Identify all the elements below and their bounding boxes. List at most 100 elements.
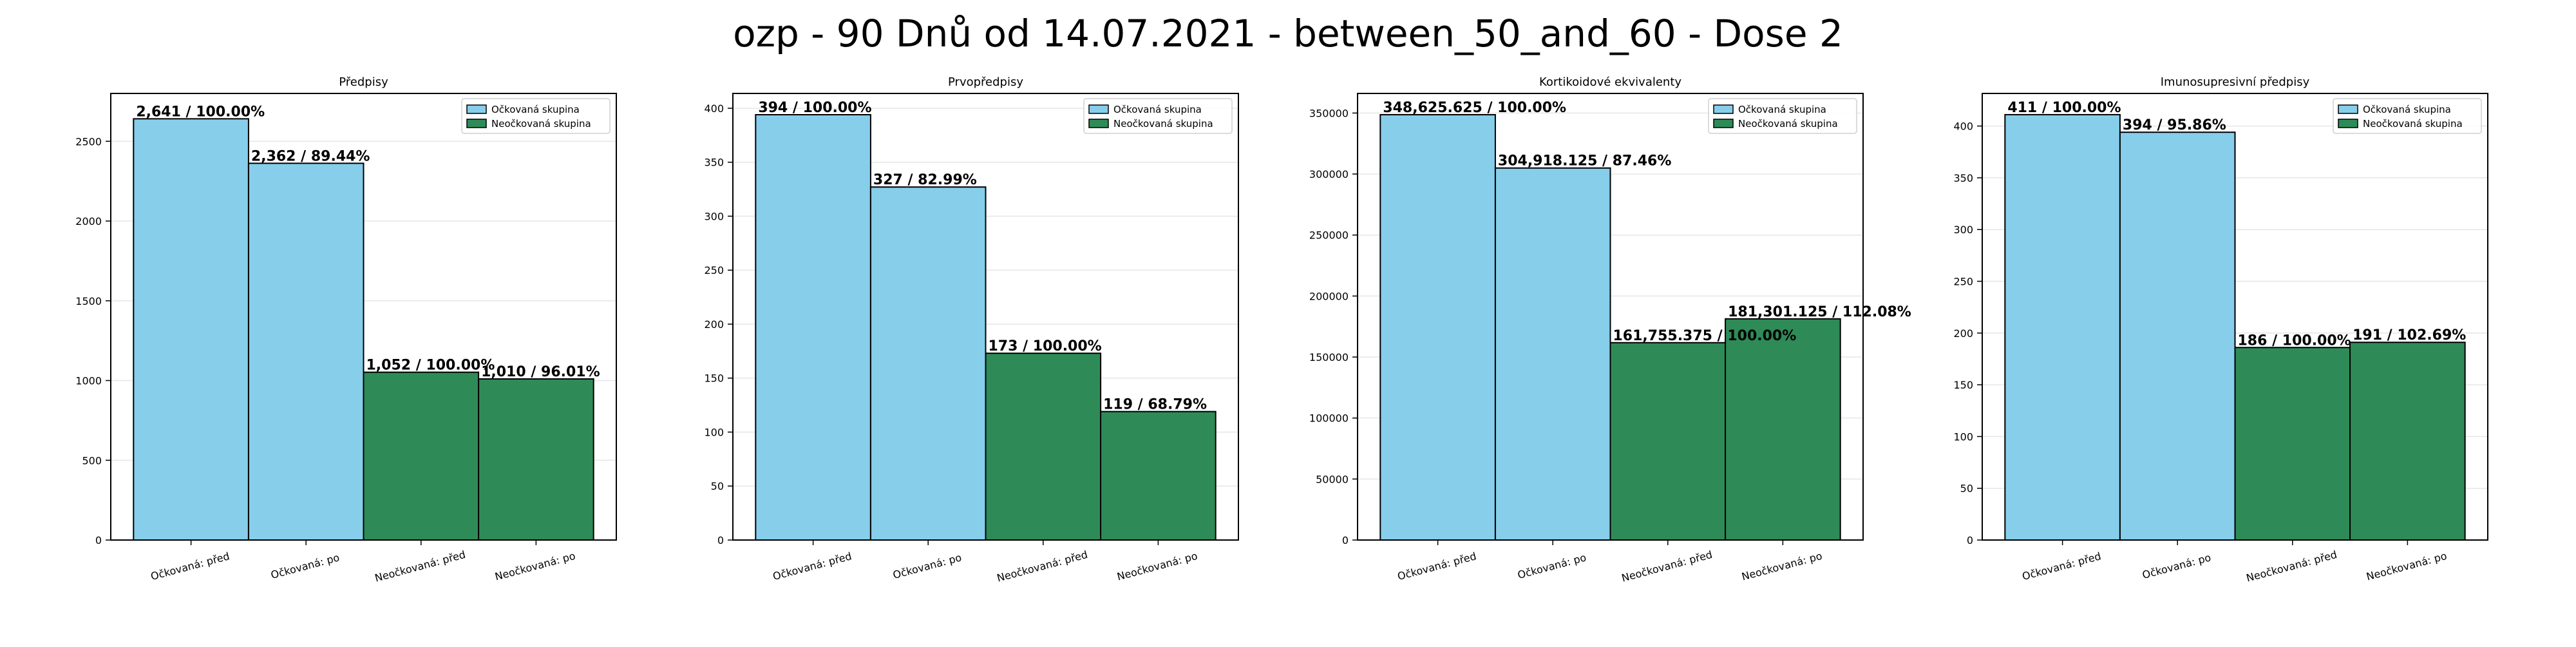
bar-value-label: 191 / 102.69% xyxy=(2353,327,2466,343)
chart-panel-2: 394 / 100.00% 327 / 82.99% 173 / 100.00% 11… xyxy=(704,75,1239,584)
bar-2 xyxy=(247,162,365,541)
y-tick-label: 250 xyxy=(704,264,724,276)
legend-swatch-vaccinated xyxy=(1713,104,1734,114)
y-tick-label: 300 xyxy=(1953,224,1973,236)
bar-value-label: 119 / 68.79% xyxy=(1103,397,1207,413)
bar-3 xyxy=(985,352,1102,541)
y-tick-label: 200 xyxy=(1953,327,1973,340)
bar-3 xyxy=(1609,342,1727,541)
y-tick-label: 100 xyxy=(1953,430,1973,443)
bar-value-label: 327 / 82.99% xyxy=(873,172,977,188)
y-tick-label: 0 xyxy=(1342,534,1349,546)
x-tick-label: Očkovaná: před xyxy=(772,550,853,583)
legend-box xyxy=(1083,98,1233,134)
chart-title: Prvopředpisy xyxy=(948,75,1023,89)
bar-1 xyxy=(133,118,249,541)
x-tick-label: Neočkovaná: před xyxy=(374,548,467,584)
x-tick-label: Neočkovaná: před xyxy=(1620,548,1714,584)
bar-value-label: 2,641 / 100.00% xyxy=(136,104,265,120)
legend-box xyxy=(2333,98,2482,134)
bar-value-label: 1,010 / 96.01% xyxy=(481,364,600,380)
plot-frame xyxy=(732,93,1239,541)
x-tick-label: Neočkovaná: po xyxy=(493,550,576,583)
y-tick-label: 50 xyxy=(1960,483,1973,495)
y-tick-label: 200 xyxy=(704,318,724,331)
y-tick-label: 350000 xyxy=(1309,107,1349,119)
bar-value-label: 348,625.625 / 100.00% xyxy=(1383,100,1566,116)
bar-4 xyxy=(2349,342,2466,541)
x-tick-label: Očkovaná: před xyxy=(1396,550,1478,583)
bar-value-label: 161,755.375 / 100.00% xyxy=(1613,328,1797,344)
chart-panel-3: 348,625.625 / 100.00% 304,918.125 / 87.46… xyxy=(1309,75,1911,584)
plot-frame xyxy=(1357,93,1864,541)
y-tick-label: 350 xyxy=(704,157,724,169)
y-tick-label: 150 xyxy=(704,372,724,385)
y-tick-label: 400 xyxy=(704,102,724,115)
bar-3 xyxy=(363,371,480,541)
legend-box xyxy=(1708,98,1857,134)
bar-2 xyxy=(869,186,987,541)
y-tick-label: 1500 xyxy=(75,295,102,307)
bar-value-label: 173 / 100.00% xyxy=(989,338,1102,354)
legend-label: Neočkovaná skupina xyxy=(1113,118,1213,130)
y-tick-label: 250000 xyxy=(1309,229,1349,242)
y-tick-label: 150 xyxy=(1953,379,1973,391)
legend-label: Očkovaná skupina xyxy=(1738,104,1826,115)
legend-box xyxy=(461,98,611,134)
y-tick-label: 50 xyxy=(711,480,724,492)
chart-title: Imunosupresivní předpisy xyxy=(2161,75,2310,89)
legend-label: Neočkovaná skupina xyxy=(2363,118,2463,130)
x-tick-label: Očkovaná: po xyxy=(269,551,341,581)
chart-title: Předpisy xyxy=(339,75,388,89)
figure-title: ozp - 90 Dnů od 14.07.2021 - between_50_… xyxy=(733,12,1843,55)
bar-1 xyxy=(755,114,871,541)
bar-value-label: 2,362 / 89.44% xyxy=(251,148,370,164)
bar-value-label: 394 / 95.86% xyxy=(2123,117,2226,133)
bar-value-label: 394 / 100.00% xyxy=(758,100,871,116)
y-tick-label: 2000 xyxy=(75,215,102,227)
x-tick-label: Neočkovaná: po xyxy=(1740,550,1823,583)
legend-label: Očkovaná skupina xyxy=(2363,104,2451,115)
plot-frame xyxy=(110,93,617,541)
y-tick-label: 250 xyxy=(1953,275,1973,287)
legend-label: Očkovaná skupina xyxy=(1113,104,1202,115)
bar-2 xyxy=(1494,167,1611,541)
legend-swatch-unvaccinated xyxy=(1713,119,1734,128)
y-tick-label: 150000 xyxy=(1309,351,1349,363)
y-tick-label: 2500 xyxy=(75,135,102,148)
x-tick-label: Neočkovaná: po xyxy=(2365,550,2448,583)
bar-value-label: 304,918.125 / 87.46% xyxy=(1498,153,1671,169)
legend-label: Očkovaná skupina xyxy=(491,104,580,115)
bar-3 xyxy=(2234,347,2351,541)
x-tick-label: Neočkovaná: před xyxy=(996,548,1089,584)
y-tick-label: 0 xyxy=(95,534,102,546)
x-tick-label: Očkovaná: po xyxy=(2141,551,2212,581)
y-tick-label: 0 xyxy=(1967,534,1973,546)
y-tick-label: 200000 xyxy=(1309,290,1349,302)
bar-value-label: 181,301.125 / 112.08% xyxy=(1728,304,1911,320)
legend-label: Neočkovaná skupina xyxy=(1738,118,1838,130)
bar-4 xyxy=(1100,410,1217,541)
legend-swatch-vaccinated xyxy=(2338,104,2358,114)
legend-swatch-unvaccinated xyxy=(466,119,487,128)
chart-title: Kortikoidové ekvivalenty xyxy=(1539,75,1681,89)
y-tick-label: 100 xyxy=(704,426,724,438)
y-tick-label: 0 xyxy=(717,534,724,546)
legend: Očkovaná skupina Neočkovaná skupina xyxy=(461,98,611,134)
y-tick-label: 100000 xyxy=(1309,412,1349,425)
y-tick-label: 300000 xyxy=(1309,168,1349,180)
legend-swatch-unvaccinated xyxy=(2338,119,2358,128)
legend: Očkovaná skupina Neočkovaná skupina xyxy=(1708,98,1857,134)
bar-value-label: 411 / 100.00% xyxy=(2007,100,2121,116)
bar-4 xyxy=(1725,318,1841,541)
bar-value-label: 1,052 / 100.00% xyxy=(366,358,495,374)
legend: Očkovaná skupina Neočkovaná skupina xyxy=(1083,98,1233,134)
x-tick-label: Očkovaná: před xyxy=(2021,550,2103,583)
legend-label: Neočkovaná skupina xyxy=(491,118,591,130)
legend-swatch-vaccinated xyxy=(1088,104,1109,114)
x-tick-label: Očkovaná: po xyxy=(891,551,963,581)
y-tick-label: 1000 xyxy=(75,375,102,387)
y-tick-label: 500 xyxy=(82,454,102,467)
